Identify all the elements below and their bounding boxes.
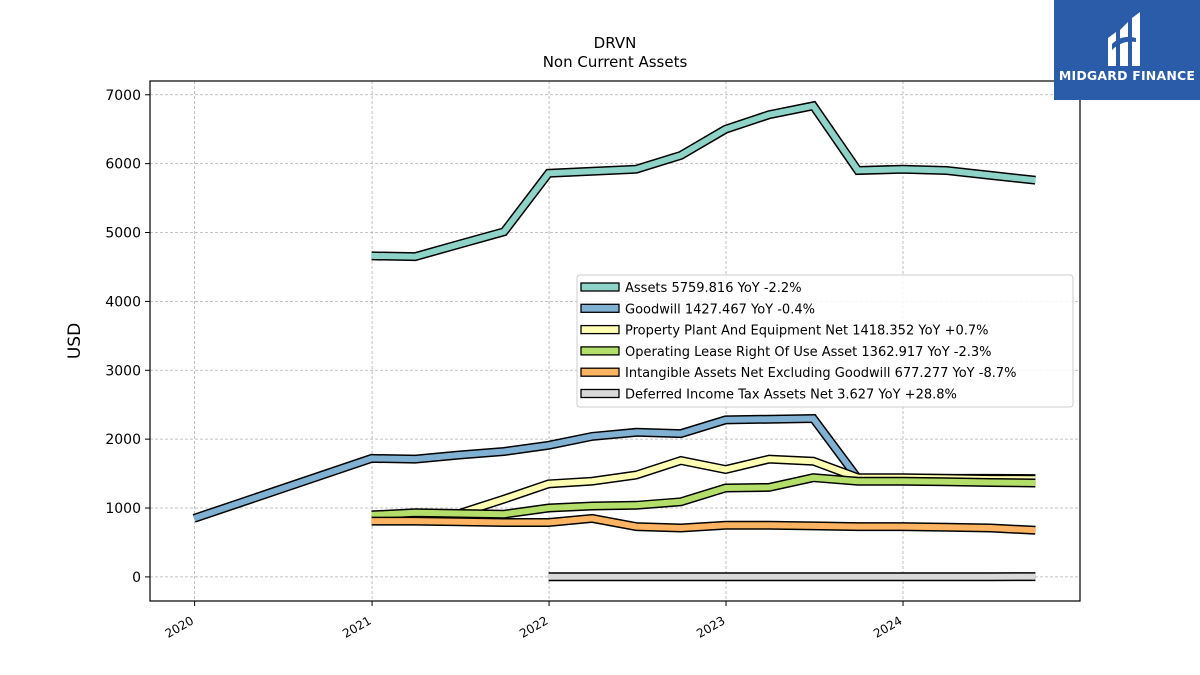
legend-entry: Assets 5759.816 YoY -2.2% [625, 281, 802, 296]
legend-swatch [580, 303, 620, 313]
y-tick-label: 4000 [105, 294, 141, 310]
series-line [371, 515, 1036, 534]
y-tick-label: 5000 [105, 226, 141, 242]
legend-swatch [580, 388, 620, 399]
series-line [371, 102, 1036, 260]
legend-entry: Property Plant And Equipment Net 1418.35… [625, 324, 989, 339]
y-tick-label: 3000 [105, 363, 141, 379]
legend-swatch [580, 367, 620, 377]
y-axis-label: USD [65, 323, 85, 359]
midgard-finance-logo: MIDGARD FINANCE [1054, 0, 1200, 100]
x-tick-label: 2024 [871, 613, 904, 640]
chart-subtitle: Non Current Assets [543, 53, 688, 71]
y-tick-label: 0 [132, 570, 141, 586]
x-tick-label: 2020 [163, 613, 196, 640]
y-tick-label: 6000 [105, 157, 141, 173]
x-tick-label: 2023 [694, 613, 727, 640]
legend-box [576, 274, 1074, 408]
legend-swatch [580, 282, 620, 292]
legend-entry: Operating Lease Right Of Use Asset 1362.… [625, 345, 992, 360]
y-tick-label: 1000 [105, 501, 141, 517]
x-tick-label: 2022 [517, 613, 550, 640]
axes-frame [149, 80, 1081, 602]
legend: Assets 5759.816 YoY -2.2% Goodwill 1427.4… [576, 274, 1074, 408]
legend-entry: Deferred Income Tax Assets Net 3.627 YoY… [625, 388, 957, 403]
y-tick-label: 2000 [105, 432, 141, 448]
y-tick-label: 7000 [105, 88, 141, 104]
series-lines [192, 100, 1036, 582]
logo-mark-icon [1108, 12, 1140, 66]
axis-ticks: 0 1000 2000 3000 4000 5000 6000 7000 2020 2021 202… [105, 88, 904, 641]
legend-entry: Goodwill 1427.467 YoY -0.4% [625, 302, 815, 317]
legend-entry: Intangible Assets Net Excluding Goodwill… [625, 366, 1016, 381]
legend-swatch [580, 346, 620, 356]
series-line [371, 474, 1036, 518]
chart-title: DRVN [594, 34, 637, 52]
series-line-outline [371, 100, 1036, 262]
logo-text: MIDGARD FINANCE [1058, 68, 1196, 83]
x-tick-label: 2021 [340, 613, 373, 640]
legend-swatch [580, 324, 620, 335]
